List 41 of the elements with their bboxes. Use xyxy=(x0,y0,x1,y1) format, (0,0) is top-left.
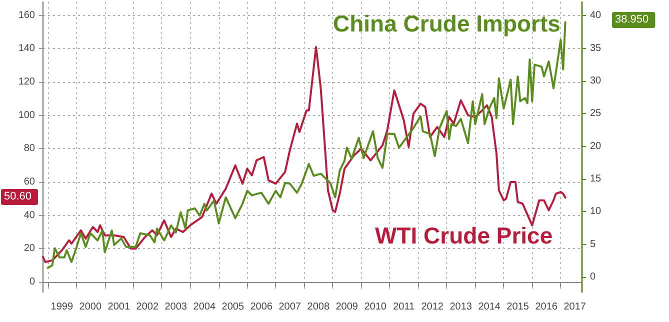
x-tick-label: 2006 xyxy=(250,302,273,312)
x-tick-label: 2016 xyxy=(535,302,558,312)
y2-tick-label: 0 xyxy=(590,271,596,282)
text: 38.950 xyxy=(615,14,649,26)
x-tick-label: 2007 xyxy=(278,302,302,312)
y2-tick-label: 40 xyxy=(590,10,602,22)
y2-tick-label: 15 xyxy=(590,174,602,185)
y-tick-label: 60 xyxy=(24,176,36,188)
x-tick-label: 2015 xyxy=(506,302,530,312)
x-tick-label: 2003 xyxy=(164,302,188,312)
series-label: WTI Crude Price xyxy=(375,222,553,248)
x-tick-label: 2000 xyxy=(79,302,102,312)
y2-tick-label: 25 xyxy=(590,108,602,120)
y-tick-label: 100 xyxy=(18,110,36,121)
x-tick-label: 2014 xyxy=(478,302,501,312)
x-tick-label: 2009 xyxy=(336,302,358,312)
text: 50.60 xyxy=(4,190,32,202)
x-tick-label: 2013 xyxy=(450,302,472,312)
x-tick-label: 2002 xyxy=(136,302,159,312)
x-tick-label: 2011 xyxy=(393,302,415,312)
x-tick-label: 2017 xyxy=(564,302,586,312)
y2-tick-label: 5 xyxy=(590,238,596,250)
y-tick-label: 120 xyxy=(18,76,36,88)
y-tick-label: 160 xyxy=(18,10,36,21)
legend-label: China Crude Imports xyxy=(333,10,560,36)
y-tick-label: 80 xyxy=(24,143,36,154)
x-tick-label: 1999 xyxy=(50,302,74,312)
y2-tick-label: 35 xyxy=(590,42,602,54)
y2-tick-label: 10 xyxy=(590,206,602,218)
x-tick-label: 2005 xyxy=(222,302,244,312)
y-tick-label: 140 xyxy=(18,43,36,54)
y-tick-label: 40 xyxy=(24,210,36,221)
x-tick-label: 2001 xyxy=(108,302,130,312)
x-tick-label: 2010 xyxy=(364,302,387,312)
y2-tick-label: 20 xyxy=(590,140,602,152)
y-tick-label: 0 xyxy=(29,276,36,288)
y-tick-label: 20 xyxy=(24,243,36,254)
x-tick-label: 2004 xyxy=(193,302,216,312)
x-tick-label: 2008 xyxy=(307,302,330,312)
x-tick-label: 2012 xyxy=(421,302,444,312)
y2-tick-label: 30 xyxy=(590,76,602,87)
